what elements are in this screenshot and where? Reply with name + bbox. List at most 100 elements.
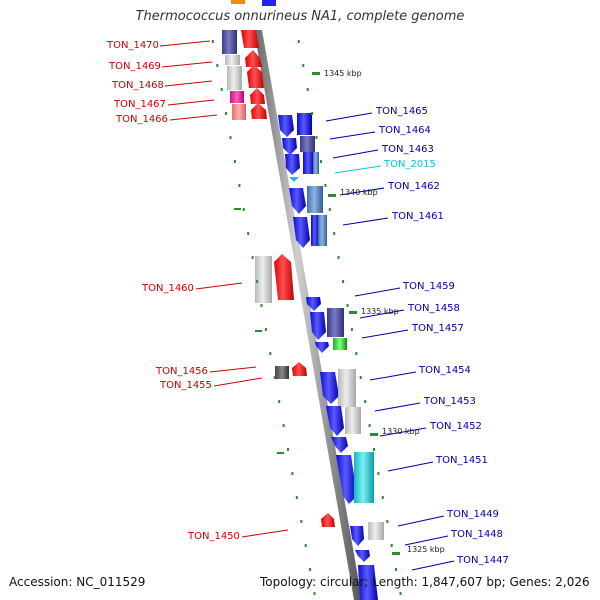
gene-label[interactable]: TON_1457 — [412, 323, 464, 334]
gene-label[interactable]: TON_1448 — [451, 529, 503, 540]
scale-dot — [390, 544, 393, 547]
scale-dot — [216, 64, 219, 67]
gene-ton-1464-arrow — [282, 138, 297, 155]
scale-dots — [211, 40, 402, 595]
gene-label[interactable]: TON_1454 — [419, 365, 471, 376]
scale-dot — [256, 280, 259, 283]
scale-dot — [373, 448, 375, 451]
scale-dot — [297, 40, 300, 43]
label-leaders — [159, 40, 455, 571]
gene-ton-1455-block — [275, 366, 289, 379]
gene-ton-1456-arrow — [292, 362, 307, 376]
scale-dot — [233, 160, 236, 163]
gene-label[interactable]: TON_1469 — [109, 61, 161, 72]
scale-dot — [269, 352, 272, 355]
genome-backbone — [254, 30, 362, 600]
scale-dot — [251, 256, 254, 259]
scale-dot — [386, 520, 389, 523]
scale-dot — [295, 496, 298, 499]
gene-ton-1467-arrow — [250, 88, 265, 104]
gene-ton-1458-block — [327, 308, 344, 337]
gene-label[interactable]: TON_1466 — [116, 114, 168, 125]
gene-ton-1454-arrow — [320, 372, 339, 404]
gene-label[interactable]: TON_1451 — [436, 455, 488, 466]
scale-dot — [291, 472, 294, 475]
gene-ton-1468-arrow — [247, 65, 264, 88]
scale-dot — [350, 328, 353, 331]
gene-label[interactable]: TON_1465 — [376, 106, 428, 117]
gene-label[interactable]: TON_1461 — [392, 211, 444, 222]
scale-dot — [247, 232, 250, 235]
tick-label: 1325 kbp — [407, 545, 445, 554]
gene-label[interactable]: TON_1462 — [388, 181, 440, 192]
scale-dot — [395, 568, 398, 571]
scale-dot — [319, 160, 322, 163]
scale-dot — [399, 592, 402, 595]
gene-label[interactable]: TON_1447 — [457, 555, 509, 566]
gene-ton-1463-part — [313, 152, 319, 174]
scale-dot — [211, 40, 214, 43]
gene-ton-1468-block — [227, 66, 242, 90]
tick-label: 1340 kbp — [340, 188, 378, 197]
scale-dot — [302, 64, 305, 67]
gene-ton-1447-arrow — [358, 565, 378, 600]
gene-ton-1449-arrow — [350, 526, 364, 546]
gene-label[interactable]: TON_1460 — [142, 283, 194, 294]
tick-label: 1335 kbp — [361, 307, 399, 316]
gene-label[interactable]: TON_1450 — [188, 531, 240, 542]
tick-label: 1345 kbp — [324, 69, 362, 78]
scale-dot — [309, 568, 312, 571]
scale-dot — [377, 472, 380, 475]
tick-label: 1330 kbp — [382, 427, 420, 436]
gene-ton-1463-arrow — [285, 154, 300, 175]
scale-dot — [306, 88, 309, 91]
gene-ton-1467-block — [230, 91, 244, 103]
scale-dot — [328, 208, 331, 211]
gene-label[interactable]: TON_1453 — [424, 396, 476, 407]
gene-label[interactable]: TON_1470 — [107, 40, 159, 51]
gene-ton-1466-arrow — [251, 103, 267, 119]
gene-ton-1469-arrow — [245, 50, 262, 67]
scale-dot — [355, 352, 358, 355]
gene-arrow — [231, 0, 245, 4]
gene-label[interactable]: TON_1458 — [408, 303, 460, 314]
gene-label[interactable]: TON_1459 — [403, 281, 455, 292]
scale-dot — [342, 280, 345, 283]
gene-ton-1461-block — [311, 215, 319, 246]
scale-dot — [229, 136, 232, 139]
gene-ton-1462-arrow — [289, 188, 306, 214]
scale-dot — [359, 376, 362, 379]
gene-ton-1457-arrow — [315, 342, 329, 353]
gene-ton-1451-block — [354, 452, 374, 503]
gene-ton-1460-block — [255, 256, 272, 303]
scale-dot — [381, 496, 384, 499]
scale-dot — [333, 232, 336, 235]
gene-ton-1448-arrow — [355, 550, 370, 562]
topology-text: Topology: circular; Length: 1,847,607 bp… — [260, 575, 590, 589]
scale-dot — [324, 184, 327, 187]
gene-label[interactable]: TON_1455 — [160, 380, 212, 391]
gene-label[interactable]: TON_1463 — [382, 144, 434, 155]
scale-dot — [264, 328, 267, 331]
gene-ton-1450-arrow — [321, 513, 335, 527]
gene-label[interactable]: TON_1449 — [447, 509, 499, 520]
gene-label[interactable]: TON_2015 — [384, 159, 436, 170]
gene-ton-1449-block — [368, 522, 384, 540]
gene-ton-2015-arrow — [289, 177, 299, 182]
gene-label[interactable]: TON_1468 — [112, 80, 164, 91]
scale-dot — [300, 520, 303, 523]
gene-label[interactable]: TON_1464 — [379, 125, 431, 136]
scale-dot — [364, 400, 367, 403]
scale-dot — [346, 304, 349, 307]
gene-ton-1465-arrow — [278, 115, 294, 137]
scale-dot — [313, 592, 316, 595]
gene-label[interactable]: TON_1467 — [114, 99, 166, 110]
gene-label[interactable]: TON_1452 — [430, 421, 482, 432]
scale-dot — [278, 400, 281, 403]
gene-ton-1470-arrow — [241, 30, 259, 48]
scale-dot — [273, 376, 276, 379]
gene-ton-1451-arrow — [336, 455, 357, 504]
scale-dot — [238, 184, 241, 187]
gene-label[interactable]: TON_1456 — [156, 366, 208, 377]
scale-dot — [260, 304, 263, 307]
